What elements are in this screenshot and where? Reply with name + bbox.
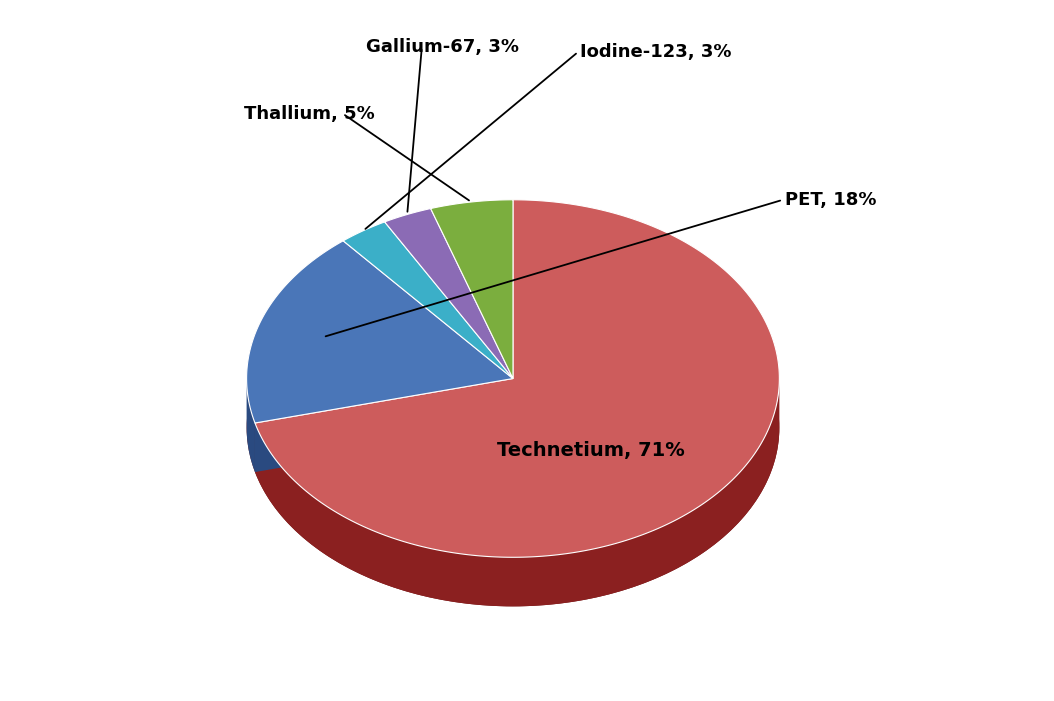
Polygon shape <box>385 208 513 379</box>
Text: Gallium-67, 3%: Gallium-67, 3% <box>366 38 519 56</box>
Polygon shape <box>431 200 513 379</box>
Polygon shape <box>344 222 513 379</box>
Polygon shape <box>255 379 513 472</box>
Text: PET, 18%: PET, 18% <box>785 191 877 209</box>
Polygon shape <box>247 241 513 423</box>
Polygon shape <box>255 200 779 557</box>
Text: Thallium, 5%: Thallium, 5% <box>245 104 375 123</box>
Polygon shape <box>255 379 779 606</box>
Polygon shape <box>255 379 513 472</box>
Polygon shape <box>247 379 255 472</box>
Text: Iodine-123, 3%: Iodine-123, 3% <box>581 43 731 61</box>
Text: Technetium, 71%: Technetium, 71% <box>496 441 684 460</box>
Ellipse shape <box>247 249 779 606</box>
